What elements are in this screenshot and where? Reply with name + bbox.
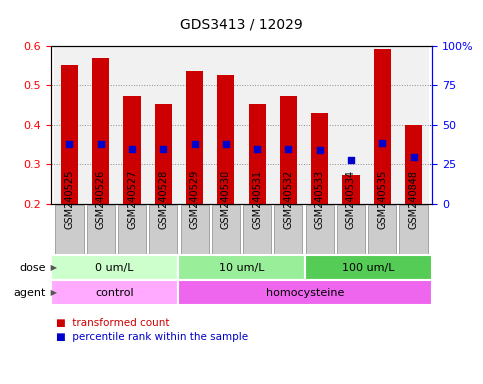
Bar bbox=[217, 75, 234, 204]
Text: GSM240529: GSM240529 bbox=[190, 170, 199, 230]
Bar bbox=[399, 205, 427, 254]
Point bbox=[222, 141, 230, 147]
Text: GSM240528: GSM240528 bbox=[158, 170, 168, 230]
Text: dose: dose bbox=[19, 263, 46, 273]
Bar bbox=[51, 280, 178, 305]
Bar bbox=[178, 255, 305, 280]
Bar bbox=[148, 46, 179, 204]
Point bbox=[316, 147, 324, 154]
Bar bbox=[273, 46, 304, 204]
Bar bbox=[61, 65, 78, 204]
Bar bbox=[212, 205, 240, 254]
Text: ▶: ▶ bbox=[48, 288, 57, 297]
Bar bbox=[210, 46, 242, 204]
Text: 0 um/L: 0 um/L bbox=[95, 263, 134, 273]
Point bbox=[253, 146, 261, 152]
Text: 10 um/L: 10 um/L bbox=[219, 263, 264, 273]
Bar bbox=[304, 46, 335, 204]
Bar bbox=[186, 71, 203, 204]
Bar bbox=[155, 104, 172, 204]
Point bbox=[128, 146, 136, 152]
Bar bbox=[305, 255, 432, 280]
Bar bbox=[85, 46, 116, 204]
Point bbox=[159, 146, 167, 152]
Bar bbox=[56, 205, 84, 254]
Text: GSM240531: GSM240531 bbox=[252, 170, 262, 230]
Bar bbox=[116, 46, 148, 204]
Text: ■  percentile rank within the sample: ■ percentile rank within the sample bbox=[56, 332, 248, 342]
Bar bbox=[374, 49, 391, 204]
Text: GSM240848: GSM240848 bbox=[409, 170, 418, 230]
Bar bbox=[118, 205, 146, 254]
Bar bbox=[280, 96, 297, 204]
Text: GSM240534: GSM240534 bbox=[346, 170, 356, 230]
Bar bbox=[405, 125, 422, 204]
Bar bbox=[181, 205, 209, 254]
Point bbox=[284, 146, 292, 152]
Bar bbox=[242, 46, 273, 204]
Point bbox=[66, 141, 73, 147]
Text: control: control bbox=[95, 288, 134, 298]
Bar bbox=[368, 205, 397, 254]
Text: ■  transformed count: ■ transformed count bbox=[56, 318, 169, 328]
Text: homocysteine: homocysteine bbox=[266, 288, 344, 298]
Text: agent: agent bbox=[14, 288, 46, 298]
Text: GSM240526: GSM240526 bbox=[96, 170, 106, 230]
Point bbox=[97, 141, 105, 147]
Point bbox=[191, 141, 199, 147]
Text: GSM240527: GSM240527 bbox=[127, 170, 137, 230]
Text: GSM240532: GSM240532 bbox=[284, 170, 293, 230]
Text: GSM240535: GSM240535 bbox=[377, 170, 387, 230]
Point bbox=[410, 154, 417, 160]
Point bbox=[378, 139, 386, 146]
Text: GSM240533: GSM240533 bbox=[315, 170, 325, 230]
Bar bbox=[178, 280, 432, 305]
Bar bbox=[92, 58, 109, 204]
Bar bbox=[311, 113, 328, 204]
Text: GSM240525: GSM240525 bbox=[65, 170, 74, 230]
Bar bbox=[149, 205, 177, 254]
Bar bbox=[124, 96, 141, 204]
Bar bbox=[54, 46, 85, 204]
Bar bbox=[249, 104, 266, 204]
Text: ▶: ▶ bbox=[48, 263, 57, 272]
Bar bbox=[51, 255, 178, 280]
Bar bbox=[179, 46, 210, 204]
Bar bbox=[398, 46, 429, 204]
Bar bbox=[337, 205, 365, 254]
Bar bbox=[367, 46, 398, 204]
Text: GSM240530: GSM240530 bbox=[221, 170, 231, 230]
Bar bbox=[306, 205, 334, 254]
Bar bbox=[342, 175, 359, 204]
Bar bbox=[274, 205, 302, 254]
Point bbox=[347, 157, 355, 163]
Text: 100 um/L: 100 um/L bbox=[342, 263, 395, 273]
Bar bbox=[243, 205, 271, 254]
Text: GDS3413 / 12029: GDS3413 / 12029 bbox=[180, 17, 303, 31]
Bar bbox=[335, 46, 367, 204]
Bar bbox=[86, 205, 115, 254]
